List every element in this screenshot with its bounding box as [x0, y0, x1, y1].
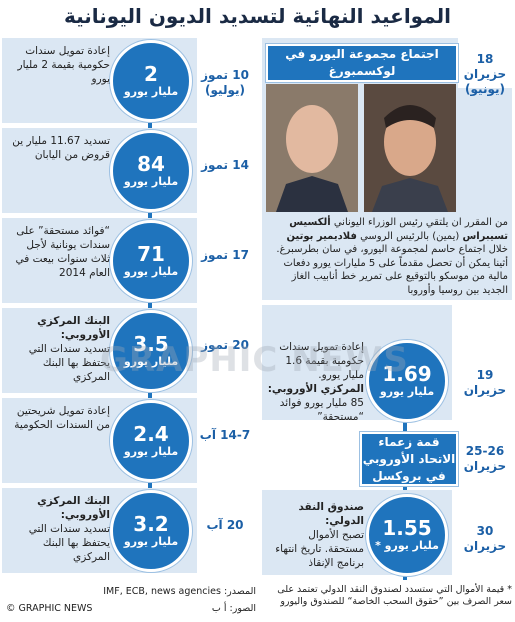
month: حزيران: [463, 539, 507, 553]
text: خلال اجتماع حاسم لمجموعة اليورو، في سان …: [276, 244, 508, 296]
amount: 1.69: [382, 362, 432, 386]
day: 14-7 آب: [199, 428, 251, 442]
unit: مليار يورو: [379, 385, 435, 398]
photo-credit: الصور: أ ب: [211, 603, 256, 614]
amount: 3.5: [133, 332, 169, 356]
amount-circle: 1.69 مليار يورو: [366, 340, 448, 422]
date: 14 تموز: [196, 158, 254, 173]
month: حزيران: [463, 383, 507, 397]
text: إعادة تمويل سندات حكومية بقيمة 1.6 مليار…: [279, 341, 364, 381]
date: 20 تموز: [196, 338, 254, 353]
date-bg: [458, 38, 512, 88]
day: 18: [476, 52, 494, 66]
text: تصبح الأموال مستحقة. تاريخ انتهاء برنامج…: [275, 529, 364, 569]
lead: المركزي الأوروبي:: [267, 383, 364, 395]
day: 30: [476, 524, 494, 538]
face: [384, 108, 436, 176]
text: 85 مليار يورو فوائد “مستحقة”: [279, 397, 364, 423]
amount-circle: 3.2 مليار يورو: [110, 490, 192, 572]
date: 30 حزيران: [458, 524, 512, 554]
date: 25-26 حزيران: [458, 444, 512, 474]
amount: 84: [137, 152, 165, 176]
title: المواعيد النهائية لتسديد الديون اليوناني…: [63, 4, 451, 28]
connector: [148, 78, 152, 528]
day: 25-26: [465, 444, 505, 458]
amount-circle: 2 مليار يورو: [110, 40, 192, 122]
lead: البنك المركزي الأوروبي:: [37, 495, 110, 521]
watermark: GRAPHIC NEWS: [100, 340, 409, 380]
suit: [372, 178, 448, 212]
paragraph: من المقرر ان يلتقي رئيس الوزراء اليوناني…: [268, 216, 508, 297]
amount: 71: [137, 242, 165, 266]
day: 10 تموز: [201, 68, 249, 82]
unit: مليار يورو: [123, 265, 179, 278]
amount: 2: [144, 62, 158, 86]
date: 14-7 آب: [196, 428, 254, 443]
amount-circle: 84 مليار يورو: [110, 130, 192, 212]
text: من المقرر ان يلتقي رئيس الوزراء اليوناني: [333, 217, 508, 228]
unit: مليار يورو: [123, 355, 179, 368]
lead: صندوق النقد الدولي:: [298, 501, 364, 527]
lead: البنك المركزي الأوروبي:: [37, 315, 110, 341]
amount: 1.55: [382, 516, 432, 540]
amount-circle: 1.55 مليار يورو *: [366, 494, 448, 576]
date: 18 حزيران (يونيو): [458, 52, 512, 97]
name: فلاديمير بوتين: [286, 230, 357, 242]
text: تسديد سندات التي يحتفظ بها البنك المركزي: [28, 343, 110, 383]
day: 14 تموز: [201, 158, 249, 172]
heading: قمة زعماء الاتحاد الأوروبي في بروكسل: [360, 432, 458, 486]
text: تسديد سندات التي يحتفظ بها البنك المركزي: [28, 523, 110, 563]
source: المصدر: IMF, ECB, news agencies: [103, 586, 256, 597]
amount-circle: 3.5 مليار يورو: [110, 310, 192, 392]
amount: 2.4: [133, 422, 169, 446]
unit: مليار يورو: [123, 175, 179, 188]
photos: [266, 84, 456, 212]
date: 19 حزيران: [458, 368, 512, 398]
unit: مليار يورو: [123, 535, 179, 548]
day: 20 آب: [206, 518, 244, 532]
hair: [384, 105, 436, 128]
amount: 3.2: [133, 512, 169, 536]
day: 20 تموز: [201, 338, 249, 352]
amount-circle: 71 مليار يورو: [110, 220, 192, 302]
unit: مليار يورو: [123, 445, 179, 458]
amount-circle: 2.4 مليار يورو: [110, 400, 192, 482]
description: “فوائد مستحقة” على سندات يونانية لأجل ثل…: [6, 224, 110, 280]
name: ألكسيس تسيبراس: [289, 217, 508, 242]
face: [286, 105, 338, 173]
footnote: * قيمة الأموال التي ستسدد لصندوق النقد ا…: [277, 584, 512, 607]
date: 10 تموز (يوليو): [196, 68, 254, 98]
copyright: © GRAPHIC NEWS: [6, 603, 93, 614]
heading: اجتماع مجموعة اليورو في لوكسمبورغ: [266, 44, 458, 82]
credits: الصور: أ ب © GRAPHIC NEWS: [6, 603, 256, 615]
description: البنك المركزي الأوروبي: تسديد سندات التي …: [6, 494, 110, 564]
month: حزيران: [463, 67, 507, 81]
description: تسديد 11.67 مليار ين قروض من اليابان: [6, 134, 110, 162]
text: إعادة تمويل شريحتين من السندات الحكومية: [14, 405, 110, 431]
date: 17 تموز: [196, 248, 254, 263]
text: “فوائد مستحقة” على سندات يونانية لأجل ثل…: [15, 225, 110, 279]
month: حزيران: [463, 459, 507, 473]
day: 19: [476, 368, 494, 382]
text: (يمين) بالرئيس الروسي: [360, 230, 460, 242]
month-note: (يوليو): [205, 83, 245, 97]
date: 20 آب: [196, 518, 254, 533]
description: إعادة تمويل سندات حكومية بقيمة 2 مليار ي…: [6, 44, 111, 86]
text: إعادة تمويل سندات حكومية بقيمة 2 مليار ي…: [17, 45, 111, 85]
day: 17 تموز: [201, 248, 249, 262]
description: إعادة تمويل شريحتين من السندات الحكومية: [6, 404, 110, 432]
unit: مليار يورو *: [375, 539, 439, 552]
unit: مليار يورو: [123, 85, 179, 98]
suit: [276, 176, 348, 212]
description: صندوق النقد الدولي: تصبح الأموال مستحقة.…: [266, 500, 364, 570]
description: إعادة تمويل سندات حكومية بقيمة 1.6 مليار…: [266, 340, 364, 424]
month-note: (يونيو): [465, 82, 505, 96]
description: البنك المركزي الأوروبي: تسديد سندات التي …: [6, 314, 110, 384]
text: تسديد 11.67 مليار ين قروض من اليابان: [12, 135, 110, 161]
